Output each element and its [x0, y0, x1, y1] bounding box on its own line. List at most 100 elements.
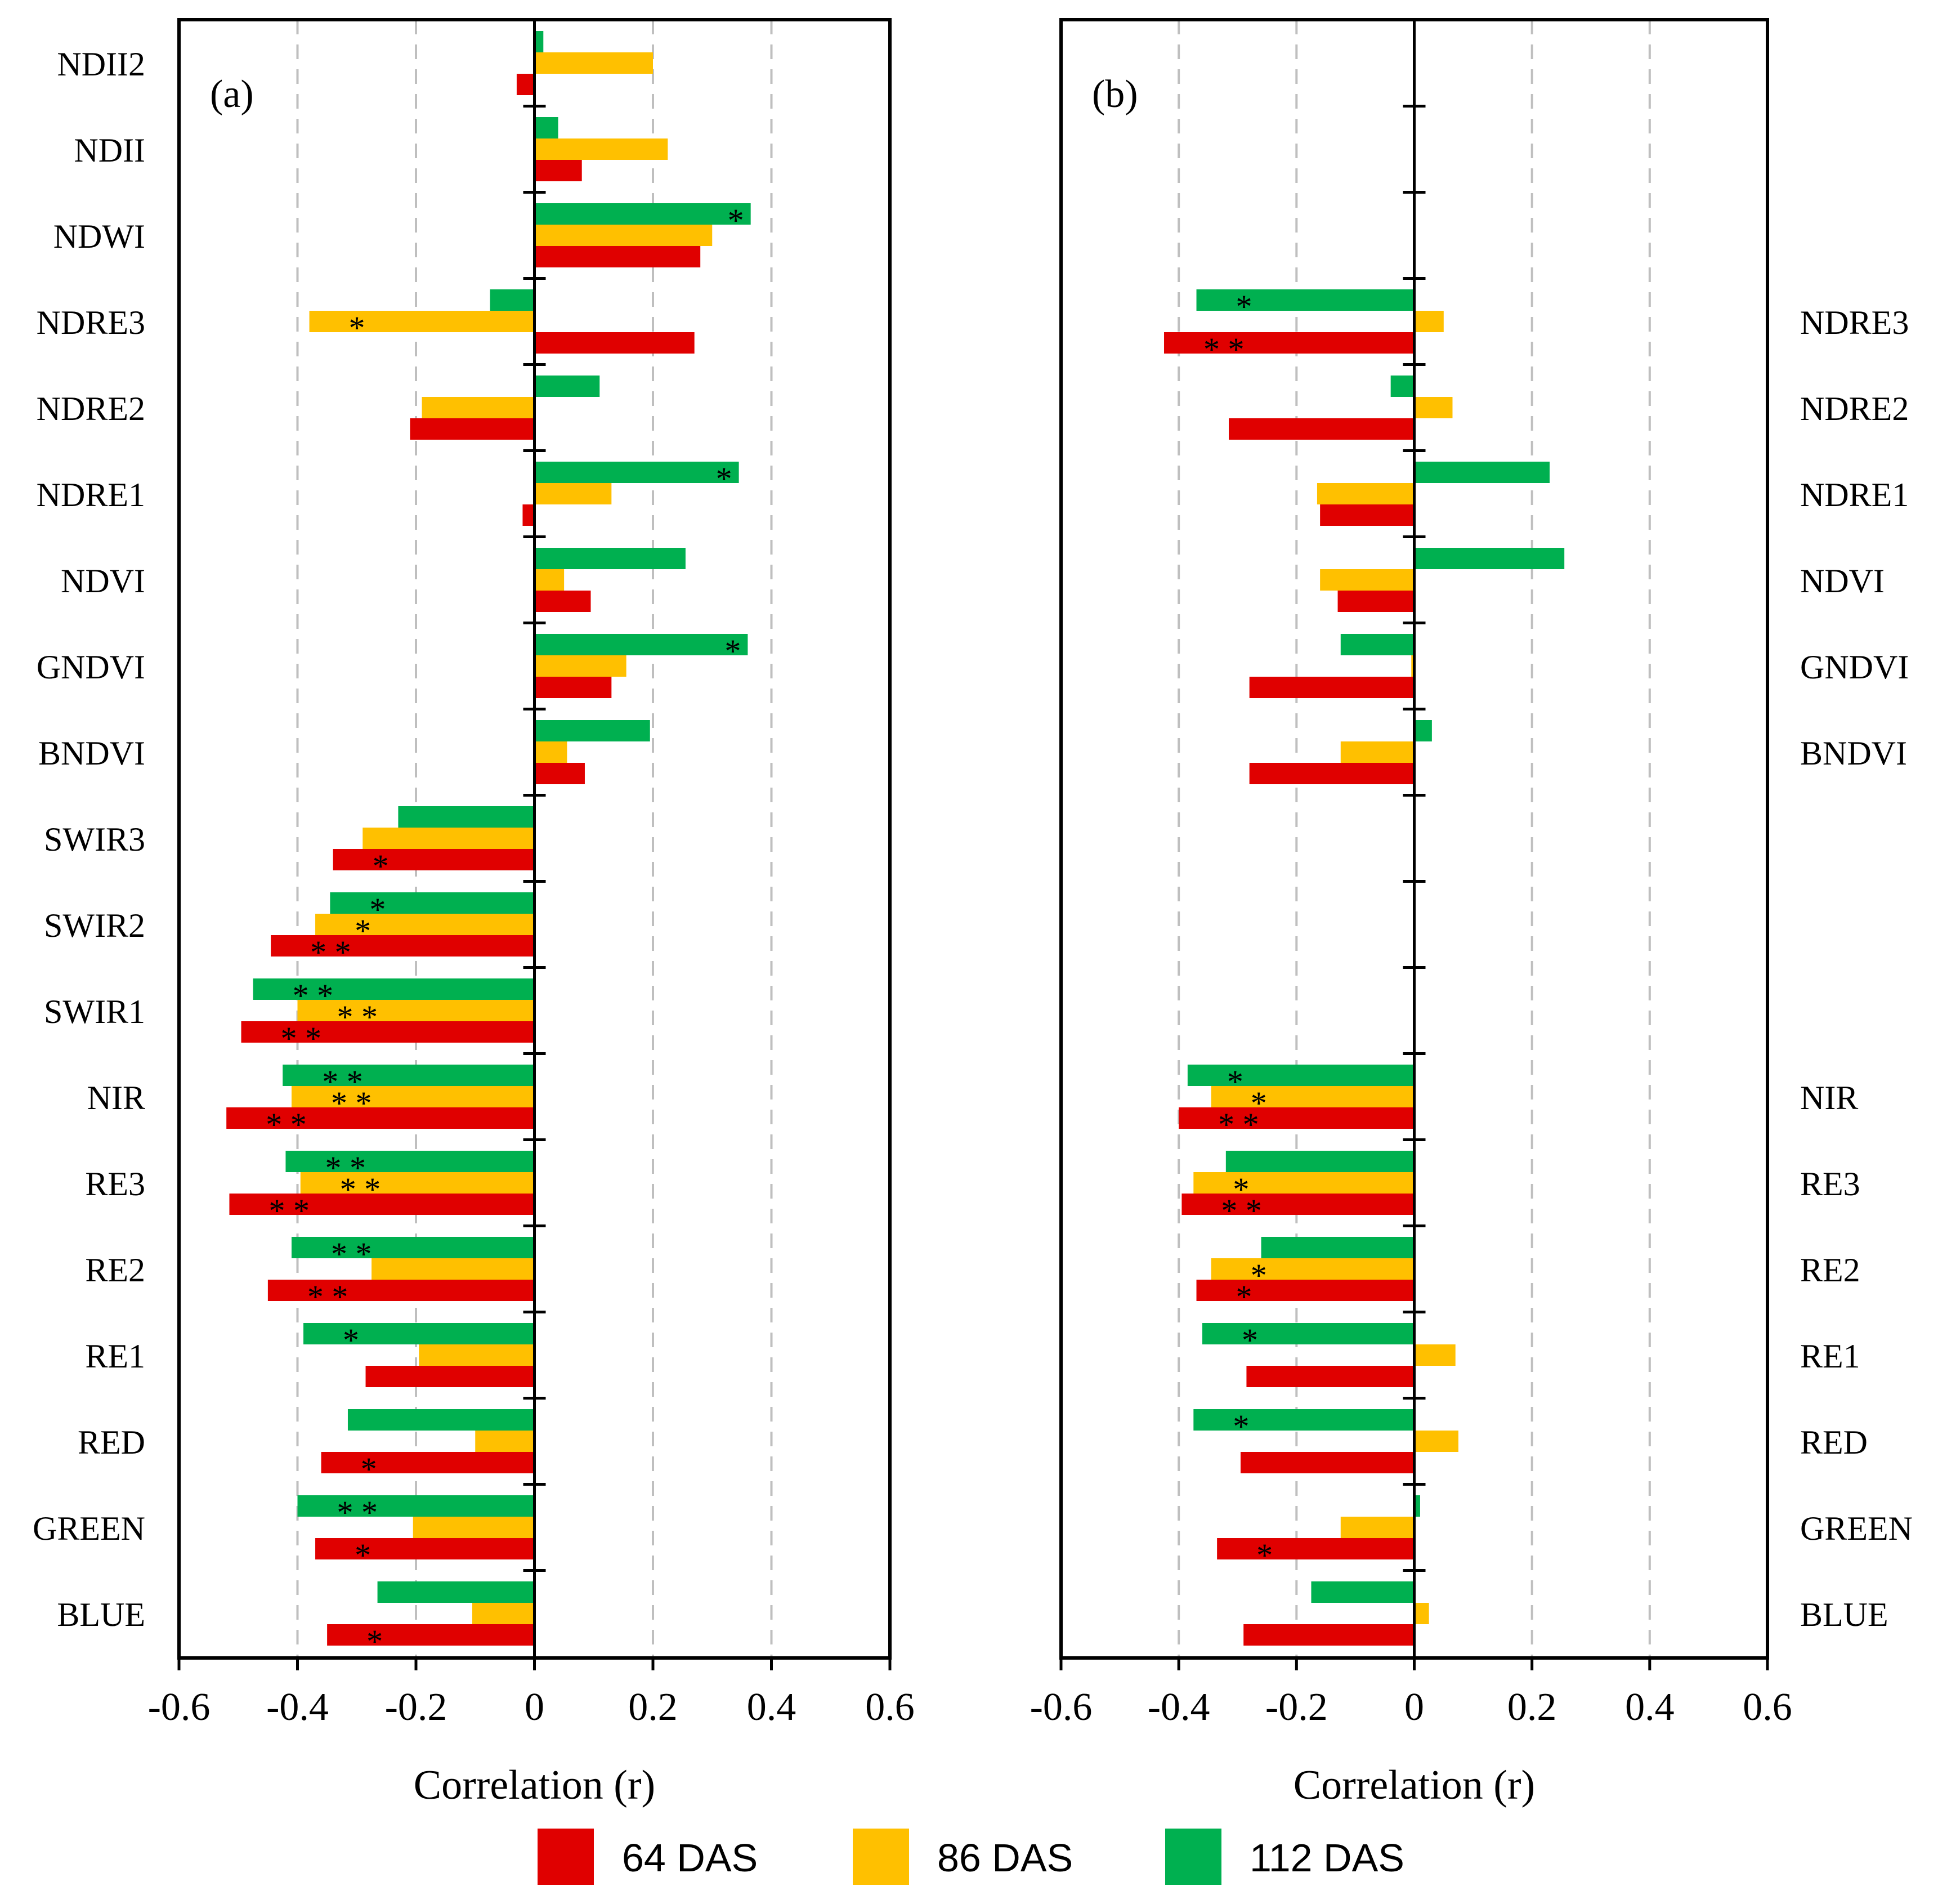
- bar-green-86-das: [413, 1517, 535, 1538]
- bar-gndvi-86-das: [1411, 655, 1415, 677]
- category-label-re1: RE1: [85, 1338, 145, 1375]
- category-label-ndwi: NDWI: [53, 218, 145, 255]
- x-tick-label: 0.2: [1507, 1686, 1557, 1729]
- category-label-bndvi: BNDVI: [38, 735, 145, 772]
- bar-swir1-86-das: [297, 1000, 535, 1021]
- legend: 64 DAS 86 DAS 112 DAS: [0, 1818, 1938, 1886]
- bar-ndre2-64-das: [1229, 418, 1415, 440]
- legend-swatch-64-das: [538, 1829, 594, 1885]
- bar-nir-64-das: [226, 1107, 535, 1129]
- category-label-gndvi: GNDVI: [37, 649, 145, 686]
- bar-re2-86-das: [372, 1258, 535, 1280]
- legend-swatch-86-das: [853, 1829, 909, 1885]
- bar-ndvi-64-das: [534, 591, 591, 612]
- bar-re2-112-das: [291, 1237, 535, 1258]
- significance-mark: * *: [1218, 1106, 1259, 1143]
- bar-ndre1-86-das: [1317, 483, 1415, 504]
- bar-bndvi-112-das: [1414, 720, 1432, 741]
- significance-mark: *: [366, 1623, 383, 1660]
- significance-mark: * *: [331, 1236, 372, 1272]
- significance-mark: *: [349, 310, 365, 346]
- bar-ndre1-64-das: [522, 504, 535, 526]
- bar-ndwi-112-das: [534, 203, 751, 225]
- bar-swir1-112-das: [253, 978, 535, 1000]
- category-label-green: GREEN: [1800, 1510, 1913, 1547]
- bar-nir-86-das: [291, 1086, 535, 1107]
- category-label-re1: RE1: [1800, 1338, 1860, 1375]
- x-tick-label: -0.2: [385, 1686, 447, 1729]
- bar-re3-112-das: [285, 1151, 535, 1172]
- significance-mark: *: [1242, 1322, 1258, 1358]
- x-tick-label: -0.4: [1148, 1686, 1210, 1729]
- bar-re1-112-das: [303, 1323, 535, 1344]
- legend-label-64-das: 64 DAS: [622, 1836, 758, 1880]
- significance-mark: *: [343, 1322, 359, 1358]
- bar-blue-112-das: [377, 1581, 535, 1603]
- x-tick-label: 0.2: [628, 1686, 678, 1729]
- bar-green-64-das: [315, 1538, 535, 1559]
- bar-red-112-das: [347, 1409, 535, 1431]
- bar-ndvi-86-das: [1320, 569, 1415, 591]
- significance-mark: *: [1233, 1408, 1249, 1445]
- bar-re3-86-das: [1193, 1172, 1415, 1194]
- legend-label-112-das: 112 DAS: [1250, 1836, 1404, 1880]
- panel-a: NDII2 NDII * NDWI * NDRE3 NDRE2 * NDRE1 NDVI * GNDV…: [33, 18, 915, 1808]
- significance-mark: *: [716, 461, 732, 497]
- bar-re1-64-das: [1246, 1366, 1415, 1387]
- bar-re3-86-das: [300, 1172, 535, 1194]
- significance-mark: * *: [307, 1279, 348, 1315]
- category-label-red: RED: [78, 1424, 145, 1461]
- bar-ndre3-64-das: [1164, 332, 1415, 354]
- significance-mark: *: [724, 633, 741, 669]
- bar-red-86-das: [475, 1431, 535, 1452]
- bar-swir2-86-das: [315, 914, 535, 935]
- category-label-ndre3: NDRE3: [37, 304, 145, 341]
- bar-re2-86-das: [1211, 1258, 1415, 1280]
- category-label-red: RED: [1800, 1424, 1868, 1461]
- bar-ndii-86-das: [534, 138, 668, 160]
- category-label-blue: BLUE: [57, 1596, 145, 1633]
- x-tick-label: 0.6: [1743, 1686, 1792, 1729]
- significance-mark: * *: [1203, 331, 1245, 368]
- bar-ndre2-112-das: [534, 376, 600, 397]
- bar-ndre3-64-das: [534, 332, 695, 354]
- bar-swir1-64-das: [241, 1021, 535, 1043]
- category-label-ndvi: NDVI: [61, 562, 145, 600]
- bar-ndvi-112-das: [1414, 548, 1565, 569]
- category-label-gndvi: GNDVI: [1800, 649, 1909, 686]
- significance-mark: * *: [281, 1020, 322, 1057]
- bar-green-64-das: [1217, 1538, 1415, 1559]
- bar-blue-64-das: [327, 1624, 535, 1646]
- bar-re2-64-das: [267, 1280, 535, 1301]
- bar-nir-112-das: [283, 1065, 535, 1086]
- bar-ndre1-112-das: [1414, 462, 1550, 483]
- bar-re1-64-das: [365, 1366, 535, 1387]
- bar-ndre3-112-das: [1196, 289, 1415, 311]
- bar-blue-86-das: [1414, 1603, 1429, 1624]
- category-label-nir: NIR: [87, 1079, 145, 1116]
- bar-ndre3-86-das: [1414, 311, 1444, 332]
- significance-mark: *: [1256, 1537, 1273, 1574]
- bar-ndre3-112-das: [490, 289, 535, 311]
- bar-red-64-das: [321, 1452, 535, 1473]
- significance-mark: * *: [268, 1192, 310, 1229]
- category-label-ndre1: NDRE1: [37, 476, 145, 513]
- bar-ndii2-86-das: [534, 52, 653, 74]
- bar-swir2-64-das: [271, 935, 535, 957]
- bar-gndvi-112-das: [534, 634, 748, 655]
- bar-ndre2-86-das: [1414, 397, 1453, 418]
- bar-bndvi-64-das: [1249, 763, 1415, 784]
- significance-mark: * *: [310, 934, 351, 971]
- bar-ndii2-112-das: [534, 31, 544, 52]
- bar-re1-86-das: [1414, 1344, 1456, 1366]
- bar-ndre1-112-das: [534, 462, 739, 483]
- category-label-ndvi: NDVI: [1800, 562, 1885, 600]
- category-label-swir2: SWIR2: [44, 907, 145, 944]
- legend-label-86-das: 86 DAS: [937, 1836, 1073, 1880]
- significance-mark: *: [361, 1451, 377, 1487]
- x-axis-label: Correlation (r): [1294, 1762, 1535, 1808]
- x-tick-label: -0.2: [1265, 1686, 1328, 1729]
- bar-gndvi-64-das: [534, 677, 612, 698]
- bar-bndvi-86-das: [1340, 741, 1415, 763]
